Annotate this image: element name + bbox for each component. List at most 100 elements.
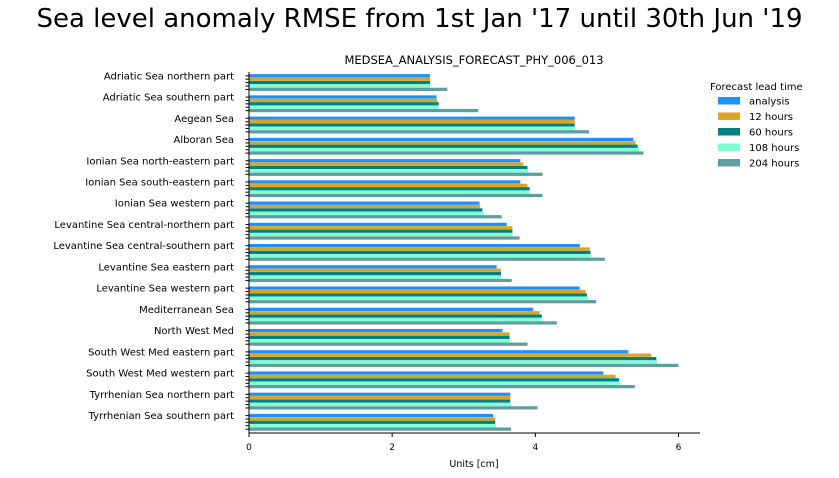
bar-south-west-med-western-part-analysis bbox=[249, 371, 604, 375]
bar-tyrrhenian-sea-northern-part-204-hours bbox=[249, 406, 538, 410]
bar-north-west-med-60-hours bbox=[249, 335, 510, 339]
bar-mediterranean-sea-12-hours bbox=[249, 311, 540, 315]
bar-ionian-sea-south-eastern-part-60-hours bbox=[249, 187, 530, 191]
x-tick-label: 2 bbox=[389, 443, 395, 453]
bar-aegean-sea-analysis bbox=[249, 116, 575, 120]
bar-ionian-sea-western-part-12-hours bbox=[249, 204, 481, 209]
bar-south-west-med-eastern-part-60-hours bbox=[249, 356, 657, 361]
bar-north-west-med-analysis bbox=[249, 328, 503, 333]
bar-levantine-sea-central-southern-part-analysis bbox=[249, 244, 580, 248]
legend-swatch bbox=[718, 143, 740, 151]
bar-ionian-sea-western-part-analysis bbox=[249, 201, 480, 205]
bar-levantine-sea-central-northern-part-analysis bbox=[249, 222, 507, 227]
x-tick-layer: 0 2 4 6 bbox=[246, 433, 682, 453]
bar-south-west-med-eastern-part-108-hours bbox=[249, 360, 658, 364]
y-tick-label: Ionian Sea north-eastern part bbox=[86, 156, 234, 167]
bar-adriatic-sea-southern-part-analysis bbox=[249, 95, 437, 99]
bar-south-west-med-eastern-part-204-hours bbox=[249, 363, 679, 368]
bar-ionian-sea-south-eastern-part-108-hours bbox=[249, 190, 530, 194]
bar-ionian-sea-north-eastern-part-analysis bbox=[249, 159, 521, 163]
bar-south-west-med-western-part-12-hours bbox=[249, 374, 616, 379]
legend-swatch bbox=[718, 112, 740, 120]
bar-mediterranean-sea-204-hours bbox=[249, 321, 557, 325]
bar-levantine-sea-central-southern-part-60-hours bbox=[249, 250, 591, 255]
bar-ionian-sea-western-part-204-hours bbox=[249, 215, 502, 219]
y-tick-label: Tyrrhenian Sea southern part bbox=[88, 411, 235, 422]
bar-north-west-med-204-hours bbox=[249, 342, 528, 346]
bar-mediterranean-sea-analysis bbox=[249, 307, 534, 311]
bar-levantine-sea-eastern-part-analysis bbox=[249, 265, 497, 269]
bar-levantine-sea-central-southern-part-204-hours bbox=[249, 257, 605, 261]
bar-levantine-sea-western-part-108-hours bbox=[249, 296, 589, 300]
bar-tyrrhenian-sea-northern-part-60-hours bbox=[249, 399, 511, 403]
y-tick-label: North West Med bbox=[154, 326, 234, 337]
bar-north-west-med-12-hours bbox=[249, 332, 510, 336]
bar-levantine-sea-western-part-204-hours bbox=[249, 300, 597, 304]
legend-swatch bbox=[718, 97, 740, 105]
bar-adriatic-sea-northern-part-12-hours bbox=[249, 77, 431, 81]
bar-south-west-med-western-part-108-hours bbox=[249, 381, 621, 385]
bar-alboran-sea-12-hours bbox=[249, 141, 636, 145]
bar-ionian-sea-north-eastern-part-108-hours bbox=[249, 169, 529, 173]
bar-ionian-sea-south-eastern-part-204-hours bbox=[249, 193, 543, 198]
bar-levantine-sea-western-part-12-hours bbox=[249, 289, 586, 294]
legend-entry: 60 hours bbox=[749, 128, 793, 139]
bar-ionian-sea-western-part-108-hours bbox=[249, 211, 484, 215]
bar-tyrrhenian-sea-southern-part-12-hours bbox=[249, 417, 496, 421]
bars-layer bbox=[249, 74, 679, 431]
bar-levantine-sea-western-part-analysis bbox=[249, 286, 580, 290]
y-tick-layer: Adriatic Sea northern part Adriatic Sea s… bbox=[53, 71, 249, 430]
bar-alboran-sea-108-hours bbox=[249, 148, 640, 152]
y-tick-label: Ionian Sea western part bbox=[115, 199, 234, 210]
bar-north-west-med-108-hours bbox=[249, 339, 511, 343]
bar-ionian-sea-western-part-60-hours bbox=[249, 208, 483, 212]
bar-alboran-sea-60-hours bbox=[249, 144, 638, 148]
bar-aegean-sea-108-hours bbox=[249, 126, 576, 131]
y-tick-label: Mediterranean Sea bbox=[139, 305, 234, 316]
bar-ionian-sea-north-eastern-part-60-hours bbox=[249, 165, 528, 170]
bar-aegean-sea-12-hours bbox=[249, 119, 575, 124]
bar-adriatic-sea-northern-part-60-hours bbox=[249, 80, 431, 85]
bar-adriatic-sea-northern-part-analysis bbox=[249, 74, 431, 78]
bar-levantine-sea-central-northern-part-60-hours bbox=[249, 229, 513, 233]
bar-tyrrhenian-sea-southern-part-60-hours bbox=[249, 420, 496, 424]
x-axis-label: Units [cm] bbox=[449, 459, 498, 470]
bar-levantine-sea-central-northern-part-108-hours bbox=[249, 232, 513, 237]
bar-tyrrhenian-sea-southern-part-108-hours bbox=[249, 424, 496, 428]
bar-south-west-med-western-part-204-hours bbox=[249, 385, 635, 389]
y-tick-label: Levantine Sea eastern part bbox=[98, 262, 234, 273]
legend-entry: analysis bbox=[749, 97, 790, 108]
y-tick-label: Adriatic Sea northern part bbox=[104, 71, 234, 82]
bar-aegean-sea-60-hours bbox=[249, 123, 575, 127]
y-tick-label: Adriatic Sea southern part bbox=[103, 93, 234, 104]
y-tick-label: Levantine Sea central-southern part bbox=[53, 241, 234, 252]
y-tick-label: South West Med eastern part bbox=[88, 347, 234, 358]
bar-ionian-sea-north-eastern-part-12-hours bbox=[249, 162, 524, 166]
bar-adriatic-sea-southern-part-108-hours bbox=[249, 105, 439, 109]
bar-levantine-sea-central-southern-part-108-hours bbox=[249, 254, 592, 258]
x-tick-label: 6 bbox=[676, 443, 682, 453]
bar-levantine-sea-western-part-60-hours bbox=[249, 293, 587, 297]
y-tick-label: South West Med western part bbox=[86, 369, 234, 380]
bar-levantine-sea-eastern-part-204-hours bbox=[249, 278, 512, 283]
bar-levantine-sea-central-northern-part-204-hours bbox=[249, 236, 520, 240]
bar-levantine-sea-eastern-part-12-hours bbox=[249, 268, 501, 272]
legend-swatch bbox=[718, 128, 740, 136]
bar-tyrrhenian-sea-southern-part-analysis bbox=[249, 413, 494, 418]
bar-mediterranean-sea-108-hours bbox=[249, 317, 542, 322]
bar-levantine-sea-central-northern-part-12-hours bbox=[249, 226, 513, 230]
legend-title: Forecast lead time bbox=[710, 82, 803, 93]
bar-south-west-med-western-part-60-hours bbox=[249, 378, 620, 382]
bar-levantine-sea-eastern-part-108-hours bbox=[249, 275, 501, 279]
legend: Forecast lead time analysis 12 hours 60 ho… bbox=[710, 82, 803, 170]
bar-adriatic-sea-southern-part-60-hours bbox=[249, 102, 439, 106]
bar-mediterranean-sea-60-hours bbox=[249, 314, 542, 318]
bar-adriatic-sea-northern-part-108-hours bbox=[249, 84, 431, 88]
bar-ionian-sea-north-eastern-part-204-hours bbox=[249, 172, 543, 176]
bar-ionian-sea-south-eastern-part-analysis bbox=[249, 180, 521, 184]
y-tick-label: Alboran Sea bbox=[174, 135, 234, 146]
bar-alboran-sea-204-hours bbox=[249, 151, 644, 155]
bar-adriatic-sea-southern-part-12-hours bbox=[249, 98, 438, 103]
y-tick-label: Ionian Sea south-eastern part bbox=[85, 178, 234, 189]
bar-ionian-sea-south-eastern-part-12-hours bbox=[249, 183, 528, 187]
